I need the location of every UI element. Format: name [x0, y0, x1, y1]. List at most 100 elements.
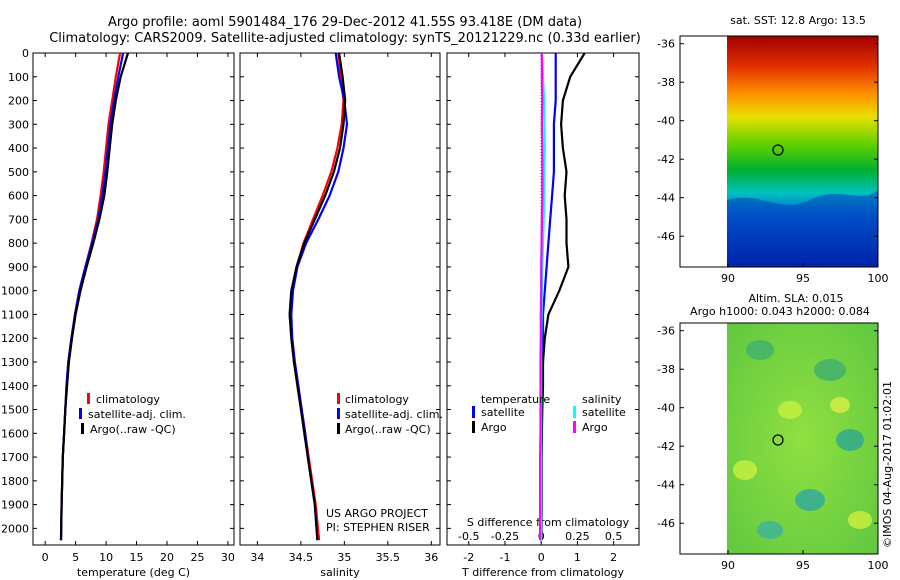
map-x-tick-label: 95	[796, 559, 810, 572]
sla-map-frame	[679, 322, 879, 555]
map-y-tick-label: -38	[657, 76, 675, 89]
map-x-tick-label: 100	[868, 272, 889, 285]
depth-tick-label: 1400	[1, 380, 29, 393]
diff-legend-salinity: salinity	[582, 393, 622, 406]
x-tick-label: 34	[250, 551, 264, 564]
project-line-1: US ARGO PROJECT	[326, 507, 428, 520]
x-tick-label: 10	[99, 551, 113, 564]
sla-blob	[795, 489, 825, 511]
x-tick-label: 5	[72, 551, 79, 564]
sla-blob	[814, 359, 846, 381]
diff-swatch-temp-argo	[472, 421, 475, 433]
sla-blob	[778, 401, 802, 419]
depth-tick-labels: 0 100 200 300 400 500 600 700 800 900 1000 1100 1200…	[1, 47, 29, 535]
timestamp-stamp: ©IMOS 04-Aug-2017 01:02:01	[881, 381, 894, 548]
sst-map-land-blank	[680, 36, 727, 267]
depth-tick-label: 1900	[1, 499, 29, 512]
depth-tick-label: 1600	[1, 427, 29, 440]
legend-swatch-satellite	[79, 408, 82, 419]
sst-map: -36 -38 -40 -42 -44 -46 90 95 100	[657, 35, 889, 285]
map-y-tick-label: -38	[657, 363, 675, 376]
x-axis-label: salinity	[320, 566, 360, 579]
depth-tick-label: 1300	[1, 356, 29, 369]
depth-tick-label: 1000	[1, 285, 29, 298]
map-y-tick-label: -40	[657, 402, 675, 415]
map-y-tick-label: -40	[657, 115, 675, 128]
series-line	[538, 53, 544, 541]
x-tick-label: 0	[538, 551, 545, 564]
map-y-tick-label: -44	[657, 479, 675, 492]
diff-legend-sal-argo: Argo	[582, 421, 608, 434]
depth-tick-label: 0	[22, 47, 29, 60]
depth-tick-label: 500	[8, 166, 29, 179]
x2-tick-label: 0.5	[605, 530, 623, 543]
x-axis-label: temperature (deg C)	[77, 566, 190, 579]
project-line-2: PI: STEPHEN RISER	[326, 521, 430, 534]
sst-map-front	[727, 190, 878, 267]
plot-frame	[32, 52, 235, 546]
x-tick-label: -1	[499, 551, 510, 564]
diff-swatch-sal-satellite	[573, 406, 576, 418]
x-axis-label: T difference from climatology	[461, 566, 624, 579]
legend-swatch-climatology-2	[337, 393, 340, 404]
depth-tick-label: 2000	[1, 522, 29, 535]
sla-blob	[848, 511, 872, 529]
map-x-tick-label: 100	[868, 559, 889, 572]
legend-swatch-climatology	[87, 393, 90, 404]
depth-tick-label: 100	[8, 71, 29, 84]
series-line	[59, 52, 125, 541]
depth-tick-label: 1200	[1, 332, 29, 345]
x-tick-label: 1	[574, 551, 581, 564]
map1-title: sat. SST: 12.8 Argo: 13.5	[730, 14, 866, 27]
legend-label-argo: Argo(..raw -QC)	[90, 423, 176, 436]
sla-map-land-blank	[680, 323, 727, 554]
x-tick-label: -2	[463, 551, 474, 564]
salinity-legend: climatology satellite-adj. clim. Argo(..…	[337, 393, 443, 436]
sla-map-blobs	[733, 340, 872, 539]
series-line	[290, 52, 349, 541]
map-y-tick-label: -42	[657, 440, 675, 453]
difference-panel: -2 -1 0 1 2 T difference from climatology -0.5…	[446, 52, 640, 579]
map-x-tick-label: 90	[721, 559, 735, 572]
legend-label-satellite: satellite-adj. clim.	[88, 408, 186, 421]
depth-tick-label: 900	[8, 261, 29, 274]
x2-tick-label: 0.25	[565, 530, 590, 543]
depth-tick-label: 1800	[1, 475, 29, 488]
x2-tick-label: -0.25	[491, 530, 519, 543]
x2-tick-label: -0.5	[458, 530, 479, 543]
diff-legend-temp-satellite: satellite	[481, 406, 525, 419]
map-y-tick-label: -46	[657, 230, 675, 243]
title-line-2: Climatology: CARS2009. Satellite-adjuste…	[49, 31, 641, 46]
sla-blob	[733, 460, 757, 480]
sla-map: -36 -38 -40 -42 -44 -46 90 95 100	[657, 322, 889, 572]
x-tick-label: 35.5	[376, 551, 401, 564]
x-tick-label: 35	[337, 551, 351, 564]
x-tick-label: 20	[160, 551, 174, 564]
title-line-1: Argo profile: aoml 5901484_176 29-Dec-20…	[108, 15, 582, 30]
map-y-tick-label: -36	[657, 38, 675, 51]
map-y-tick-label: -46	[657, 517, 675, 530]
x-tick-label: 36	[424, 551, 438, 564]
sst-map-axes: -36 -38 -40 -42 -44 -46 90 95 100	[657, 38, 888, 285]
legend-label-satellite-2: satellite-adj. clim.	[345, 408, 443, 421]
diff-legend-sal-satellite: satellite	[582, 406, 626, 419]
x-tick-label: 2	[610, 551, 617, 564]
legend-label-climatology-2: climatology	[345, 393, 409, 406]
diff-legend-temperature: temperature	[481, 393, 550, 406]
sst-map-frame	[679, 35, 879, 268]
x-tick-label: 15	[130, 551, 144, 564]
depth-tick-label: 800	[8, 237, 29, 250]
map-x-tick-label: 90	[721, 272, 735, 285]
sla-blob	[746, 340, 774, 360]
depth-tick-label: 600	[8, 190, 29, 203]
depth-tick-label: 1700	[1, 451, 29, 464]
depth-tick-label: 1500	[1, 404, 29, 417]
sla-blob	[836, 429, 864, 451]
map-y-tick-label: -42	[657, 153, 675, 166]
legend-swatch-satellite-2	[337, 408, 340, 419]
map-x-tick-label: 95	[796, 272, 810, 285]
map2-title-1: Altim. SLA: 0.015	[748, 292, 843, 305]
diff-legend-temp-argo: Argo	[481, 421, 507, 434]
x-tick-label: 34.5	[289, 551, 314, 564]
